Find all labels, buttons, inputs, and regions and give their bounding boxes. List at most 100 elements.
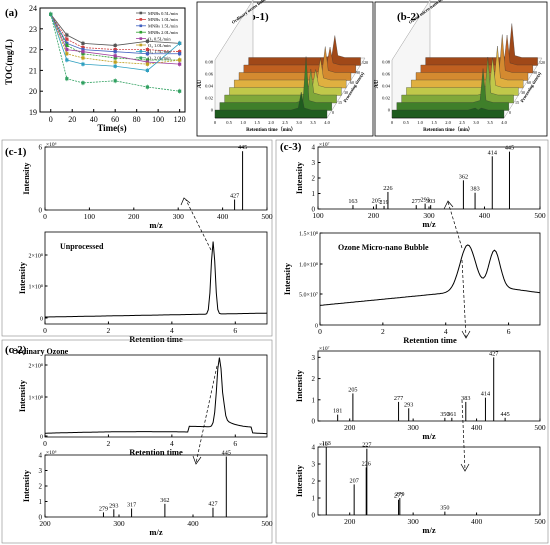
ms-ylabel: Intensity xyxy=(294,161,304,194)
ms-ytick-label: 2 xyxy=(312,175,316,183)
panel-a-xlabel: Time(s) xyxy=(97,123,126,133)
ms-ytick-label: 3 xyxy=(312,354,316,362)
panel-c2-label: (c-2) xyxy=(5,344,27,356)
ms-peak-label: 445 xyxy=(500,411,509,418)
panel-a-ylabel: TOC(mg/L) xyxy=(4,39,14,85)
ms-ytick-label: 1 xyxy=(312,495,316,503)
ms-ytick-label: 1 xyxy=(39,498,43,506)
panel-a-point xyxy=(178,58,182,62)
panel-a-point xyxy=(65,33,69,37)
b-xtick-label: 2.0 xyxy=(268,120,274,125)
b-depth-tick-label: 90 xyxy=(356,70,360,75)
ms-ylabel: Intensity xyxy=(294,464,304,497)
b-xtick-label: 2.5 xyxy=(282,120,288,125)
ms-peak-label: 427 xyxy=(489,350,498,357)
ms-peak-label: 427 xyxy=(230,193,239,200)
ms-xtick-label: 200 xyxy=(128,212,140,221)
chrom-ylabel: Intensity xyxy=(17,261,27,294)
ms-peak-label: 427 xyxy=(208,501,217,508)
chrom-ytick-label: 0 xyxy=(315,324,318,330)
ms-ytick-label: 0 xyxy=(312,418,316,426)
panel-a-point xyxy=(113,60,117,64)
b-depth-tick-label: 60 xyxy=(527,80,531,85)
chrom-trace xyxy=(45,241,268,318)
ms-xtick-label: 400 xyxy=(187,519,199,528)
b-trace-slice xyxy=(248,35,361,66)
b-trace-slice xyxy=(411,45,524,89)
chrom-annotation: Ordinary Ozone xyxy=(12,347,69,356)
ms-xtick-label: 100 xyxy=(84,212,96,221)
ms-peak-label: 350 xyxy=(440,505,449,512)
b-trace-slice xyxy=(401,56,514,104)
panel-a-point xyxy=(81,50,85,54)
panel-a-ytick-label: 24 xyxy=(29,4,37,13)
arrow-c1 xyxy=(185,199,212,251)
chrom-ytick-label: 1×10⁸ xyxy=(29,396,43,402)
panel-a-xtick-label: 60 xyxy=(111,115,119,124)
ms-ytick-label: 0 xyxy=(312,512,316,520)
b-xtick-label: 0.5 xyxy=(403,120,409,125)
panel-a-ytick-label: 20 xyxy=(29,87,37,96)
ms-peak-label: 163 xyxy=(348,198,357,205)
panel-a-point xyxy=(113,43,117,48)
b-depth-tick-label: 90 xyxy=(533,70,537,75)
ms-xtick-label: 400 xyxy=(479,211,491,220)
ms-xtick-label: 200 xyxy=(344,423,356,432)
panel-a-series-line xyxy=(50,14,180,65)
ms-peak-label: 293 xyxy=(109,502,118,509)
panel-a-legend-entry: O₃ 0.5L/min xyxy=(148,36,171,41)
panel-a-label: (a) xyxy=(5,7,18,19)
ms-peak-label: 414 xyxy=(488,149,497,156)
arrow-c1-head xyxy=(180,197,191,206)
chrom-xtick-label: 4 xyxy=(170,439,174,448)
b-depth-tick-label: 120 xyxy=(362,60,368,65)
ms-frame xyxy=(44,146,268,211)
ms-ylabel: Intensity xyxy=(21,469,31,502)
panel-a-xtick-label: 20 xyxy=(68,115,76,124)
panel-a-legend-marker xyxy=(139,24,143,28)
ms-peak-label: 226 xyxy=(383,185,392,192)
chrom-annotation: Unprocessed xyxy=(60,242,104,251)
panel-a-legend-entry: O₃ 1.5L/min xyxy=(148,49,171,54)
ms-ytick-label: 4 xyxy=(39,452,43,460)
b-trace-slice xyxy=(219,56,332,111)
b-xtick-label: 4.0 xyxy=(324,120,330,125)
chrom-xtick-label: 6 xyxy=(507,327,511,336)
b-xtick-label: 3.5 xyxy=(310,120,316,125)
ms-xtick-label: 500 xyxy=(534,517,546,526)
panel-a-series-line xyxy=(50,14,180,53)
ms-ytick-label: 4 xyxy=(312,444,316,452)
panel-a-point xyxy=(65,43,69,48)
panel-a-point xyxy=(49,12,53,16)
ms-peak-label: 293 xyxy=(404,401,413,408)
panel-a-legend-marker xyxy=(139,50,143,53)
ms-peak-label: 445 xyxy=(505,145,514,152)
ms-peak-label: 445 xyxy=(222,450,231,457)
ms-xtick-label: 300 xyxy=(113,519,125,528)
b-xtick-label: 0 xyxy=(391,120,394,125)
ms-peak-label: 350 xyxy=(440,411,449,418)
ms-peak-label: 362 xyxy=(459,173,468,180)
panel-a-legend-entry: MNBs 1.0L/min xyxy=(148,17,179,22)
ms-ytick-label: 3 xyxy=(39,467,43,475)
panel-a-legend-entry: MNBs 0.5L/min xyxy=(148,11,179,16)
b-xtick-label: 2.0 xyxy=(445,120,451,125)
ms-ytick-label: 0 xyxy=(312,206,316,214)
chrom-xlabel: Retention time xyxy=(403,335,457,345)
connector-arrows xyxy=(180,197,471,472)
panel-a-xtick-label: 80 xyxy=(133,115,141,124)
panel-a-legend-marker xyxy=(139,30,143,34)
ms-ytick-label: 0 xyxy=(39,207,43,215)
arrow-c3-down2 xyxy=(461,399,466,471)
ms-peak-label: 361 xyxy=(447,411,456,418)
ms-xtick-label: 400 xyxy=(471,517,483,526)
ms-peak-label: 317 xyxy=(127,501,136,508)
ms-peak-label: 383 xyxy=(470,186,479,193)
arrow-c2-head xyxy=(192,455,202,465)
chrom-ytick-label: 2×10⁸ xyxy=(29,254,43,260)
ms-peak-label: 181 xyxy=(333,408,342,415)
ms-peak-label: 227 xyxy=(362,442,371,449)
ms-xtick-label: 500 xyxy=(261,212,273,221)
